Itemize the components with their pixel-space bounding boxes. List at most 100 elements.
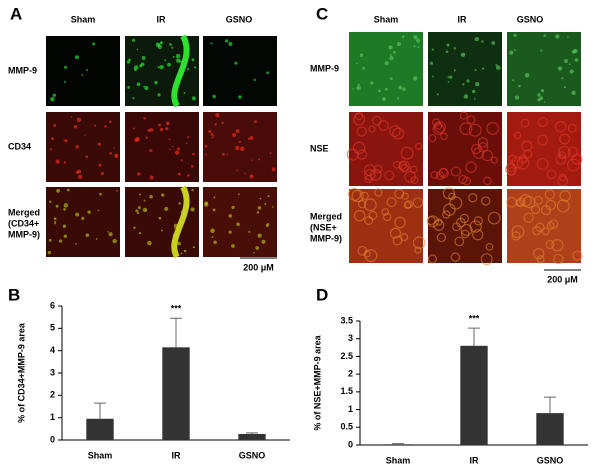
texture xyxy=(149,127,154,132)
texture xyxy=(516,156,530,170)
micrograph xyxy=(349,189,423,263)
texture xyxy=(474,69,477,72)
texture xyxy=(470,143,482,155)
texture xyxy=(393,160,401,169)
texture xyxy=(472,89,476,94)
texture xyxy=(404,200,413,209)
texture xyxy=(226,153,228,156)
texture xyxy=(546,221,555,230)
texture xyxy=(211,235,214,238)
texture xyxy=(191,188,194,192)
texture xyxy=(540,89,545,93)
texture xyxy=(47,250,51,255)
texture xyxy=(100,171,105,176)
texture xyxy=(214,123,218,126)
texture xyxy=(521,140,533,152)
bar xyxy=(238,433,266,440)
error-bar xyxy=(94,402,106,419)
texture xyxy=(52,93,56,97)
texture xyxy=(50,96,55,102)
texture xyxy=(142,207,148,213)
texture xyxy=(568,63,571,66)
texture xyxy=(98,163,102,167)
row-label: (NSE+ xyxy=(310,222,337,232)
texture xyxy=(108,232,113,237)
texture xyxy=(256,211,260,214)
y-tick-label: 3.5 xyxy=(340,315,353,325)
texture xyxy=(352,88,354,90)
texture xyxy=(536,255,545,264)
texture xyxy=(169,43,172,46)
texture xyxy=(459,213,470,224)
texture xyxy=(212,208,216,212)
texture xyxy=(416,38,421,43)
texture xyxy=(249,135,254,140)
x-tick-label: Sham xyxy=(386,455,411,465)
texture xyxy=(559,133,571,145)
texture xyxy=(364,169,376,181)
texture xyxy=(258,158,261,161)
texture xyxy=(474,36,479,42)
texture xyxy=(360,191,369,201)
y-tick-label: 2 xyxy=(50,390,55,400)
texture xyxy=(54,220,57,223)
texture xyxy=(546,169,557,180)
texture xyxy=(557,66,563,71)
texture xyxy=(384,170,395,181)
texture xyxy=(94,124,97,127)
texture xyxy=(253,251,255,254)
texture xyxy=(267,195,270,198)
texture xyxy=(140,62,145,66)
texture xyxy=(127,85,130,89)
texture xyxy=(346,148,359,161)
texture xyxy=(537,117,548,128)
texture xyxy=(149,149,153,153)
y-axis-label: % of NSE+MMP-9 area xyxy=(312,334,322,430)
micrograph xyxy=(507,32,581,106)
texture xyxy=(231,205,235,209)
texture xyxy=(558,151,567,160)
y-tick-label: 3 xyxy=(50,367,55,377)
texture xyxy=(428,134,437,143)
texture xyxy=(378,89,381,93)
texture xyxy=(374,188,383,197)
texture xyxy=(394,216,406,229)
texture xyxy=(460,229,470,239)
y-tick-label: 2.5 xyxy=(340,351,353,361)
texture xyxy=(371,115,382,126)
texture xyxy=(107,231,109,233)
texture xyxy=(356,85,361,91)
texture xyxy=(509,50,514,55)
texture xyxy=(134,68,137,71)
texture xyxy=(204,202,209,207)
texture xyxy=(567,146,579,158)
texture xyxy=(384,61,389,66)
texture xyxy=(171,185,190,259)
texture xyxy=(507,166,517,177)
texture xyxy=(159,128,164,132)
error-bar xyxy=(246,432,258,434)
texture xyxy=(545,239,555,249)
texture xyxy=(165,121,170,126)
texture xyxy=(481,40,484,43)
texture xyxy=(174,150,180,155)
texture xyxy=(95,238,98,240)
panel-label: A xyxy=(10,4,22,23)
texture xyxy=(64,65,68,69)
texture xyxy=(431,75,434,78)
texture xyxy=(518,84,521,88)
texture xyxy=(523,149,533,159)
texture xyxy=(81,216,85,220)
panel-label: B xyxy=(8,285,20,304)
texture xyxy=(559,190,571,202)
texture xyxy=(210,133,214,136)
texture xyxy=(569,69,574,74)
texture xyxy=(167,62,171,67)
texture xyxy=(271,167,276,172)
texture xyxy=(430,170,439,179)
texture xyxy=(231,244,235,248)
texture xyxy=(356,126,367,137)
texture xyxy=(463,94,469,99)
texture xyxy=(257,206,262,210)
scale-bar-label: 200 μM xyxy=(243,262,274,272)
